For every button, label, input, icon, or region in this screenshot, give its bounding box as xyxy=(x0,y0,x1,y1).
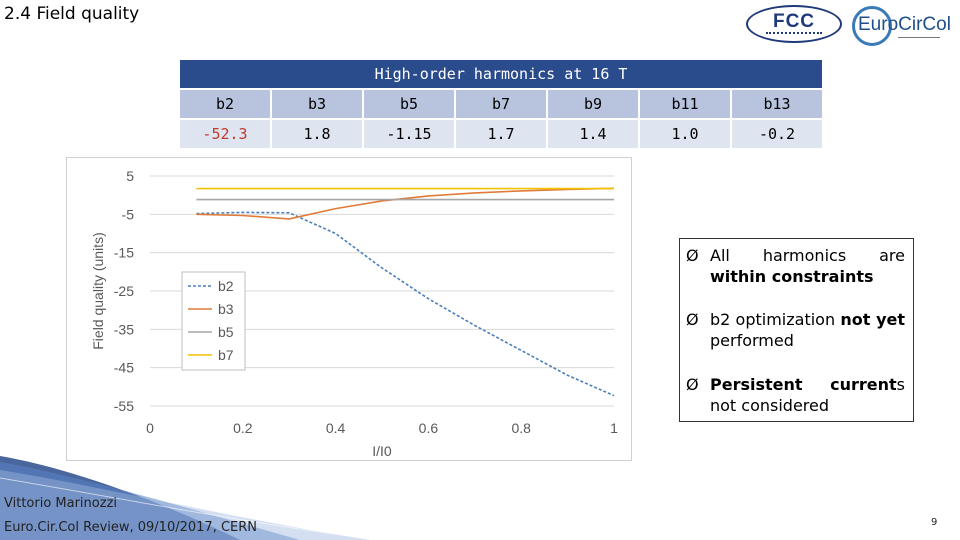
header-cell: b3 xyxy=(272,90,362,118)
header-cell: b11 xyxy=(640,90,730,118)
header-cell: b13 xyxy=(732,90,822,118)
eurocircol-logo-tagline xyxy=(898,37,940,41)
harmonics-table: High-order harmonics at 16 T b2 b3 b5 b7… xyxy=(178,58,824,150)
fcc-logo-text: FCC xyxy=(772,11,816,32)
legend-box xyxy=(181,271,246,371)
value-cell: -52.3 xyxy=(180,120,270,148)
footer-wave-decoration xyxy=(0,456,380,540)
bullet-text: All harmonics are within constraints xyxy=(686,245,905,287)
legend-label: b3 xyxy=(218,301,234,317)
value-cell: 1.0 xyxy=(640,120,730,148)
header-cell: b2 xyxy=(180,90,270,118)
bullet-item: Ø All harmonics are within constraints xyxy=(686,245,905,287)
legend-label: b7 xyxy=(218,347,234,363)
bullet-item: Ø b2 optimization not yet performed xyxy=(686,309,905,351)
bullet-marker: Ø xyxy=(686,375,699,394)
y-tick-label: -45 xyxy=(114,360,134,376)
eurocircol-logo-ring xyxy=(852,6,892,46)
header-cell: b7 xyxy=(456,90,546,118)
bullet-text: b2 optimization not yet performed xyxy=(686,309,905,351)
fcc-logo-underline xyxy=(766,32,822,38)
eurocircol-logo: EuroCirCol xyxy=(850,4,958,48)
bullet-box: Ø All harmonics are within constraints Ø… xyxy=(679,238,914,422)
bullet-text-bold: not yet xyxy=(840,310,905,329)
series-line-b3 xyxy=(196,187,615,220)
x-tick-label: 0.4 xyxy=(326,420,346,436)
slide-title: 2.4 Field quality xyxy=(4,4,140,24)
bullet-marker: Ø xyxy=(686,246,699,265)
chart-svg: 5 -5 -15 -25 -35 -45 -55 0 0.2 0.4 0.6 0.8 1 I/I0 Fiel… xyxy=(90,168,618,459)
x-axis-label: I/I0 xyxy=(372,443,392,459)
table-value-row: -52.3 1.8 -1.15 1.7 1.4 1.0 -0.2 xyxy=(180,120,822,148)
value-cell: 1.8 xyxy=(272,120,362,148)
bullet-text: Persistent currents not considered xyxy=(686,374,905,416)
header-cell: b9 xyxy=(548,90,638,118)
table-header-row: b2 b3 b5 b7 b9 b11 b13 xyxy=(180,90,822,118)
eurocircol-logo-text: EuroCirCol xyxy=(858,14,951,35)
bullet-text-part: All harmonics are xyxy=(710,246,905,265)
bullet-text-part: s not considered xyxy=(710,375,905,415)
bullet-text-bold: within constraints xyxy=(710,267,874,286)
y-tick-label: -15 xyxy=(114,245,134,261)
y-tick-label: -55 xyxy=(114,398,134,414)
x-tick-label: 0 xyxy=(146,420,154,436)
value-cell: -0.2 xyxy=(732,120,822,148)
table-caption: High-order harmonics at 16 T xyxy=(180,60,822,88)
bullet-marker: Ø xyxy=(686,310,699,329)
x-tick-label: 1 xyxy=(610,420,618,436)
x-tick-label: 0.8 xyxy=(511,420,531,436)
bullet-text-part: b2 optimization xyxy=(710,310,841,329)
y-tick-label: -35 xyxy=(114,321,134,337)
fcc-logo: FCC xyxy=(746,5,842,43)
y-tick-label: -25 xyxy=(114,283,134,299)
value-cell: 1.7 xyxy=(456,120,546,148)
legend-label: b5 xyxy=(218,324,234,340)
bullet-item: Ø Persistent currents not considered xyxy=(686,374,905,416)
page-number: 9 xyxy=(931,517,938,528)
y-tick-label: 5 xyxy=(126,168,134,184)
legend-label: b2 xyxy=(218,278,234,294)
x-tick-label: 0.6 xyxy=(419,420,439,436)
field-quality-chart: 5 -5 -15 -25 -35 -45 -55 0 0.2 0.4 0.6 0.8 1 I/I0 Fiel… xyxy=(66,157,632,461)
y-tick-label: -5 xyxy=(122,206,135,222)
value-cell: -1.15 xyxy=(364,120,454,148)
y-axis-label: Field quality (units) xyxy=(90,232,106,350)
bullet-text-part: performed xyxy=(710,331,794,350)
event-info: Euro.Cir.Col Review, 09/10/2017, CERN xyxy=(4,520,258,535)
x-tick-label: 0.2 xyxy=(233,420,253,436)
header-cell: b5 xyxy=(364,90,454,118)
author-name: Vittorio Marinozzi xyxy=(4,496,118,511)
value-cell: 1.4 xyxy=(548,120,638,148)
bullet-text-bold: Persistent current xyxy=(710,375,897,394)
